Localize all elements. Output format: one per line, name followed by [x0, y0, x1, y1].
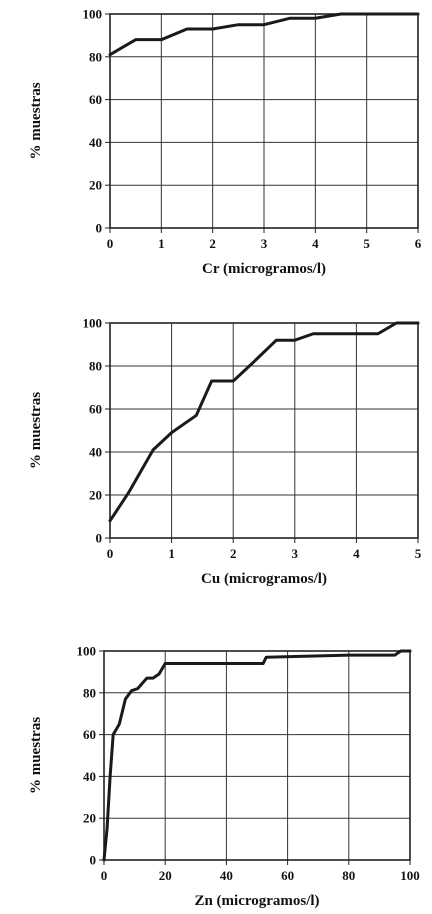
chart-panel-2: 0 1 2 3 4 5 0 20 40 60 80 100 Cu (microgramos/l) % mu…: [28, 316, 422, 588]
x-tick-label: 5: [415, 546, 422, 561]
plot-frame: [109, 322, 419, 539]
data-point: [160, 39, 162, 41]
x-tick-label: 0: [107, 546, 114, 561]
data-point: [137, 688, 139, 690]
y-tick-label: 60: [83, 727, 96, 742]
data-point: [124, 698, 127, 700]
data-point: [262, 662, 264, 665]
data-point: [152, 449, 154, 451]
data-point: [314, 17, 316, 19]
y-axis-label: % muestras: [28, 717, 44, 794]
data-point: [109, 54, 111, 56]
data-point: [195, 414, 197, 417]
y-tick-label: 20: [89, 488, 102, 503]
data-point: [348, 654, 350, 656]
y-tick-label: 0: [96, 221, 103, 236]
x-tick-label: 1: [168, 546, 175, 561]
series-line-1: [108, 321, 420, 523]
x-tick-label: 4: [353, 546, 360, 561]
data-point: [109, 775, 111, 778]
y-tick-label: 100: [83, 7, 103, 22]
y-tick-label: 40: [89, 135, 102, 150]
data-point: [409, 650, 411, 652]
y-tick-label: 100: [77, 644, 97, 659]
data-point: [377, 333, 379, 335]
data-point: [417, 13, 419, 15]
data-point: [106, 828, 108, 830]
x-tick-label: 3: [261, 236, 268, 251]
x-tick-label: 40: [220, 868, 233, 883]
data-point: [112, 734, 114, 736]
y-tick-label: 20: [83, 811, 96, 826]
x-tick-label: 2: [230, 546, 237, 561]
data-point: [265, 656, 267, 658]
x-axis-label: Cu (microgramos/l): [201, 571, 327, 587]
x-tick-label: 80: [342, 868, 355, 883]
y-tick-label: 0: [96, 531, 103, 546]
x-tick-label: 0: [101, 868, 108, 883]
data-point: [152, 677, 154, 679]
y-axis-label: % muestras: [28, 82, 44, 159]
data-point: [127, 492, 130, 494]
data-point: [118, 723, 120, 725]
plot-frame: [103, 650, 411, 861]
data-point: [275, 339, 277, 341]
y-tick-label: 60: [89, 402, 102, 417]
x-tick-label: 4: [312, 236, 319, 251]
y-tick-label: 100: [83, 316, 103, 331]
data-point: [164, 662, 166, 665]
y-tick-label: 80: [83, 685, 96, 700]
data-point: [211, 380, 213, 382]
x-tick-label: 3: [292, 546, 299, 561]
y-tick-label: 80: [89, 359, 102, 374]
data-point: [135, 39, 137, 41]
data-point: [394, 654, 396, 656]
x-tick-label: 20: [159, 868, 172, 883]
data-point: [103, 859, 105, 861]
x-tick-label: 0: [107, 236, 114, 251]
x-tick-label: 1: [158, 236, 165, 251]
data-point: [195, 662, 197, 665]
y-tick-label: 80: [89, 49, 102, 64]
x-axis-label: Zn (microgramos/l): [194, 893, 319, 909]
data-point: [417, 322, 419, 324]
data-point: [289, 17, 291, 19]
data-point: [355, 333, 357, 335]
data-point: [340, 13, 342, 15]
data-point: [237, 24, 239, 26]
y-tick-label: 20: [89, 178, 102, 193]
data-point: [400, 650, 402, 652]
y-tick-label: 60: [89, 92, 102, 107]
data-point: [212, 28, 214, 30]
series-line-1: [102, 649, 412, 862]
data-point: [395, 322, 398, 324]
y-tick-label: 0: [90, 853, 97, 868]
data-point: [263, 24, 265, 26]
x-tick-label: 5: [363, 236, 370, 251]
data-point: [312, 333, 314, 335]
data-point: [366, 13, 368, 15]
x-tick-label: 60: [281, 868, 294, 883]
data-point: [130, 690, 133, 692]
y-tick-label: 40: [83, 769, 96, 784]
chart-panel-3: 0 20 40 60 80 100 0 20 40 60 80 100 Zn (microgramos/…: [28, 644, 420, 910]
x-tick-label: 100: [400, 868, 420, 883]
data-point: [146, 677, 148, 679]
series-line-1: [108, 12, 420, 57]
data-point: [232, 380, 234, 382]
x-axis-label: Cr (microgramos/l): [202, 261, 326, 277]
y-tick-label: 40: [89, 445, 102, 460]
data-point: [171, 432, 173, 434]
data-point: [158, 673, 160, 675]
y-axis-label: % muestras: [28, 392, 44, 469]
data-point: [294, 339, 296, 341]
data-point: [186, 28, 188, 30]
data-point: [251, 363, 253, 365]
x-tick-label: 2: [209, 236, 216, 251]
data-point: [109, 520, 111, 522]
x-tick-label: 6: [415, 236, 422, 251]
